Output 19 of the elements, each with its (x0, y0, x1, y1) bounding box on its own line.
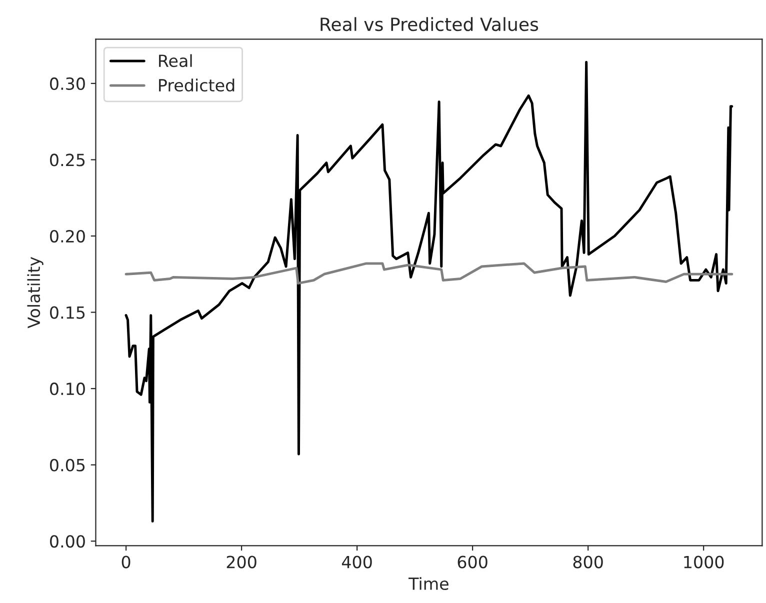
x-tick-label: 0 (122, 556, 130, 568)
y-tick-label: 0.25 (50, 154, 85, 166)
x-tick-label: 600 (458, 556, 488, 568)
x-tick-label: 1000 (684, 556, 724, 568)
y-tick-label: 0.15 (50, 306, 85, 319)
y-tick-label: 0.20 (50, 230, 85, 243)
line-series (124, 262, 734, 285)
y-tick-label: 0.30 (50, 77, 85, 90)
legend-label: Predicted (159, 78, 234, 92)
y-tick-label: 0.05 (50, 458, 85, 472)
x-tick-label: 800 (573, 556, 603, 568)
x-tick-label: 400 (342, 556, 372, 568)
y-axis-title: Volatility (27, 256, 44, 328)
y-tick-label: 0.00 (50, 535, 85, 548)
x-axis-title: Time (408, 577, 448, 590)
x-tick-label: 200 (226, 556, 256, 568)
legend-label: Real (159, 54, 192, 68)
y-tick-label: 0.10 (50, 382, 85, 396)
chart-title: Real vs Predicted Values (320, 17, 538, 32)
